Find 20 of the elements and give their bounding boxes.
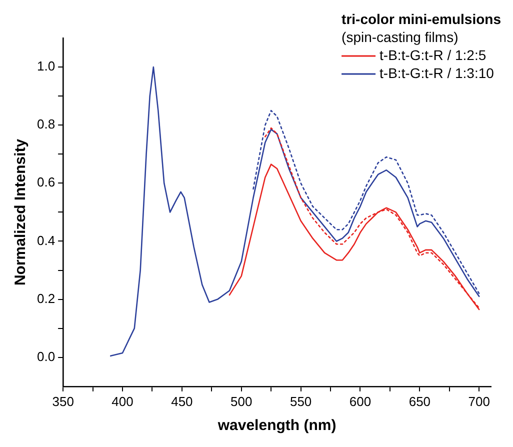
legend-label: t-B:t-G:t-R / 1:3:10 <box>380 64 494 81</box>
x-tick-label: 650 <box>408 394 431 409</box>
x-tick-label: 500 <box>230 394 252 409</box>
x-tick-label: 600 <box>349 394 372 409</box>
y-axis-title: Normalized Intensity <box>12 138 30 286</box>
annotation: (spin-casting films) <box>342 28 458 45</box>
x-tick-label: 550 <box>290 394 312 409</box>
y-tick-label: 0.4 <box>36 232 56 248</box>
x-tick-label: 400 <box>112 394 134 409</box>
y-tick-label: 0.2 <box>36 290 56 306</box>
x-tick-label: 350 <box>52 394 74 409</box>
y-tick-label: 0.0 <box>36 348 56 364</box>
legend-label: t-B:t-G:t-R / 1:2:5 <box>380 46 486 63</box>
legend-title: tri-color mini-emulsions <box>342 10 502 27</box>
y-tick-label: 1.0 <box>36 58 56 74</box>
y-tick-label: 0.6 <box>36 174 56 190</box>
x-axis-title: wavelength (nm) <box>216 417 336 434</box>
x-tick-label: 700 <box>468 394 490 409</box>
y-tick-label: 0.8 <box>36 116 56 132</box>
x-tick-label: 450 <box>171 394 193 409</box>
